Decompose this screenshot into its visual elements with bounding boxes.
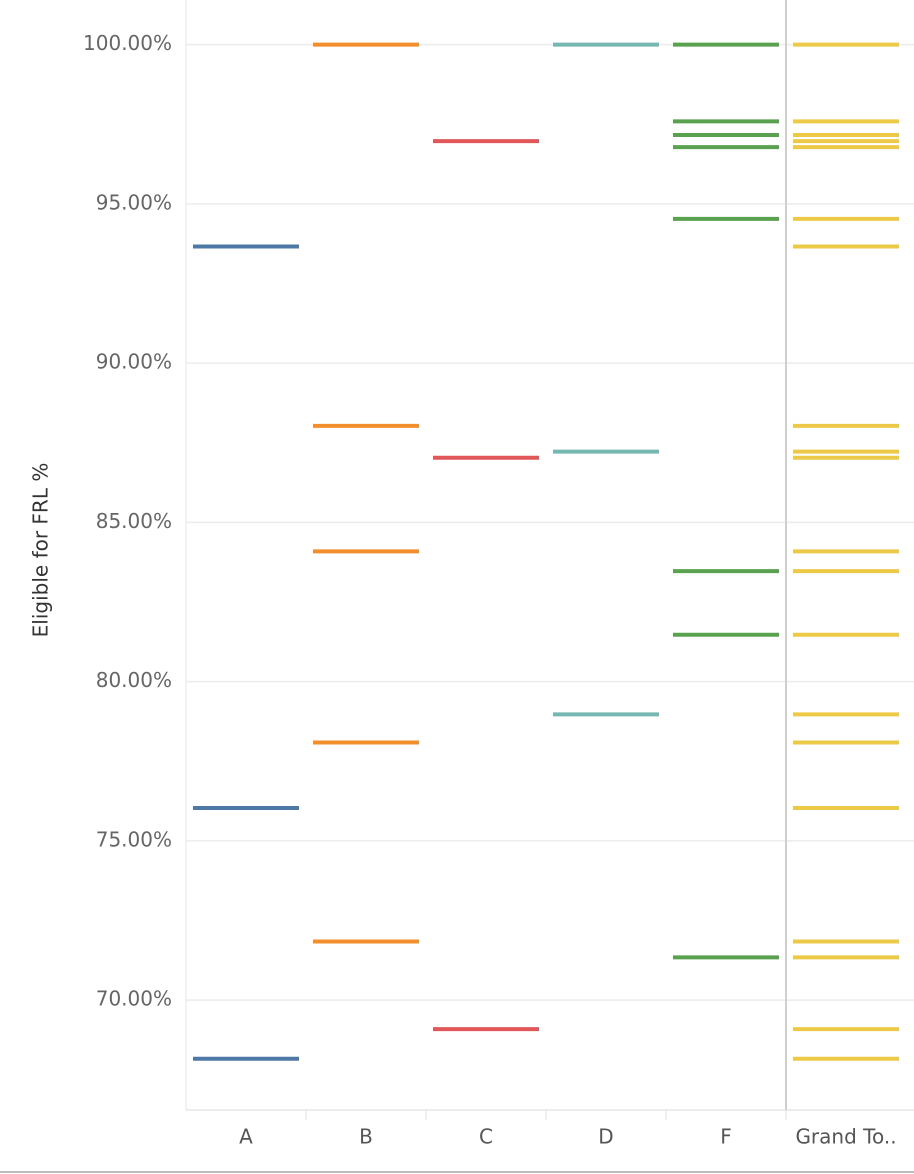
x-tick-label: D (598, 1125, 613, 1149)
y-tick-label: 90.00% (96, 350, 172, 374)
y-tick-label: 75.00% (96, 827, 172, 851)
x-tick-label: C (479, 1125, 493, 1149)
x-tick-label: B (359, 1125, 373, 1149)
y-tick-label: 100.00% (83, 31, 172, 55)
y-tick-label: 70.00% (96, 987, 172, 1011)
y-tick-label: 95.00% (96, 190, 172, 214)
grid (186, 43, 914, 1001)
y-tick-label: 85.00% (96, 509, 172, 533)
x-tick-label: Grand To.. (795, 1125, 896, 1149)
y-tick-label: 80.00% (96, 668, 172, 692)
y-axis-title: Eligible for FRL % (29, 463, 53, 638)
x-tick-label: A (239, 1125, 253, 1149)
x-tick-label: F (720, 1125, 732, 1149)
